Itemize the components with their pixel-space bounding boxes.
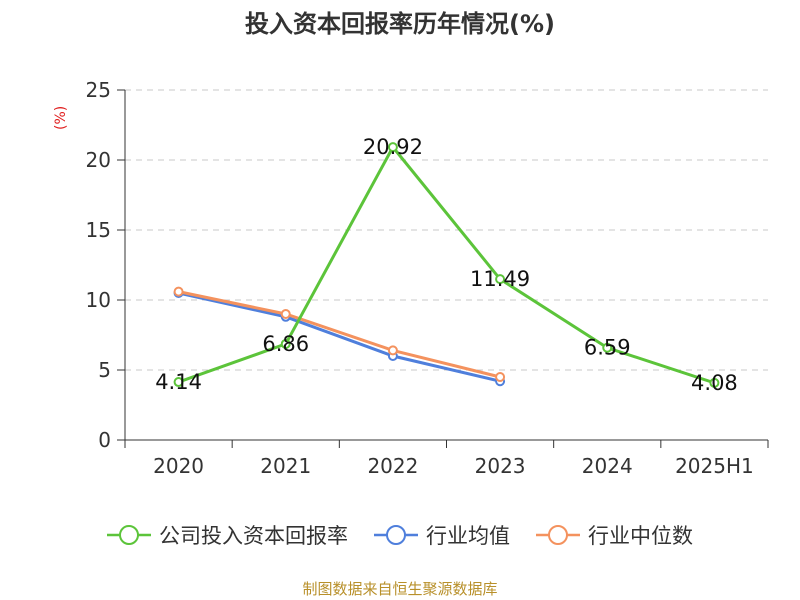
x-tick-label-2021: 2021 <box>260 454 311 478</box>
series-2-point-1 <box>280 309 291 319</box>
data-label-5: 4.08 <box>691 371 738 395</box>
series-line-2 <box>178 290 501 379</box>
series-2-point-2 <box>387 345 398 356</box>
series-lines <box>173 142 720 388</box>
legend-item-industry-mean[interactable]: 行业均值 <box>374 520 510 550</box>
source-note: 制图数据来自恒生聚源数据库 <box>302 580 498 598</box>
legend-marker-industry-mean <box>374 525 418 545</box>
series-0-point-4 <box>602 342 613 353</box>
series-0-point-0 <box>173 377 184 388</box>
data-label-3: 11.49 <box>470 267 530 291</box>
series-line-1 <box>178 291 501 383</box>
axes: 0 5 10 15 20 25 2020 2021 2022 2023 2024 2025H1 <box>86 78 769 478</box>
series-0-point-3 <box>495 274 506 285</box>
legend-item-industry-median[interactable]: 行业中位数 <box>536 520 693 550</box>
series-2-point-3 <box>495 372 506 382</box>
series-0-point-5 <box>709 377 720 388</box>
legend-label-industry-mean: 行业均值 <box>426 524 510 548</box>
y-tick-label-0: 0 <box>98 428 111 452</box>
x-tick-label-2025H1: 2025H1 <box>675 454 754 478</box>
series-0-point-1 <box>280 338 291 349</box>
y-tick-label-20: 20 <box>86 148 111 172</box>
data-label-0: 4.14 <box>155 370 202 394</box>
legend-label-industry-median: 行业中位数 <box>588 524 693 548</box>
legend-item-company[interactable]: 公司投入资本回报率 <box>107 520 348 550</box>
series-2-point-0 <box>173 286 184 297</box>
legend-marker-company <box>107 525 151 545</box>
legend: 公司投入资本回报率 行业均值 行业中位数 <box>0 520 800 550</box>
series-0-point-2 <box>387 142 398 153</box>
data-label-4: 6.59 <box>584 336 631 360</box>
y-tick-label-25: 25 <box>86 78 111 102</box>
legend-marker-industry-median <box>536 525 580 545</box>
x-tick-label-2024: 2024 <box>582 454 633 478</box>
x-tick-label-2020: 2020 <box>153 454 204 478</box>
x-tick-label-2022: 2022 <box>367 454 418 478</box>
series-line-0 <box>178 144 715 385</box>
data-label-1: 6.86 <box>262 332 309 356</box>
data-label-2: 20.92 <box>363 135 423 159</box>
y-tick-label-10: 10 <box>86 288 111 312</box>
y-tick-label-5: 5 <box>98 358 111 382</box>
y-tick-label-15: 15 <box>86 218 111 242</box>
chart-title: 投入资本回报率历年情况(%) <box>245 10 555 38</box>
grid-lines <box>125 89 768 371</box>
data-labels: 4.14 6.86 20.92 11.49 6.59 4.08 <box>155 135 738 395</box>
x-tick-label-2023: 2023 <box>475 454 526 478</box>
legend-label-company: 公司投入资本回报率 <box>159 524 348 548</box>
